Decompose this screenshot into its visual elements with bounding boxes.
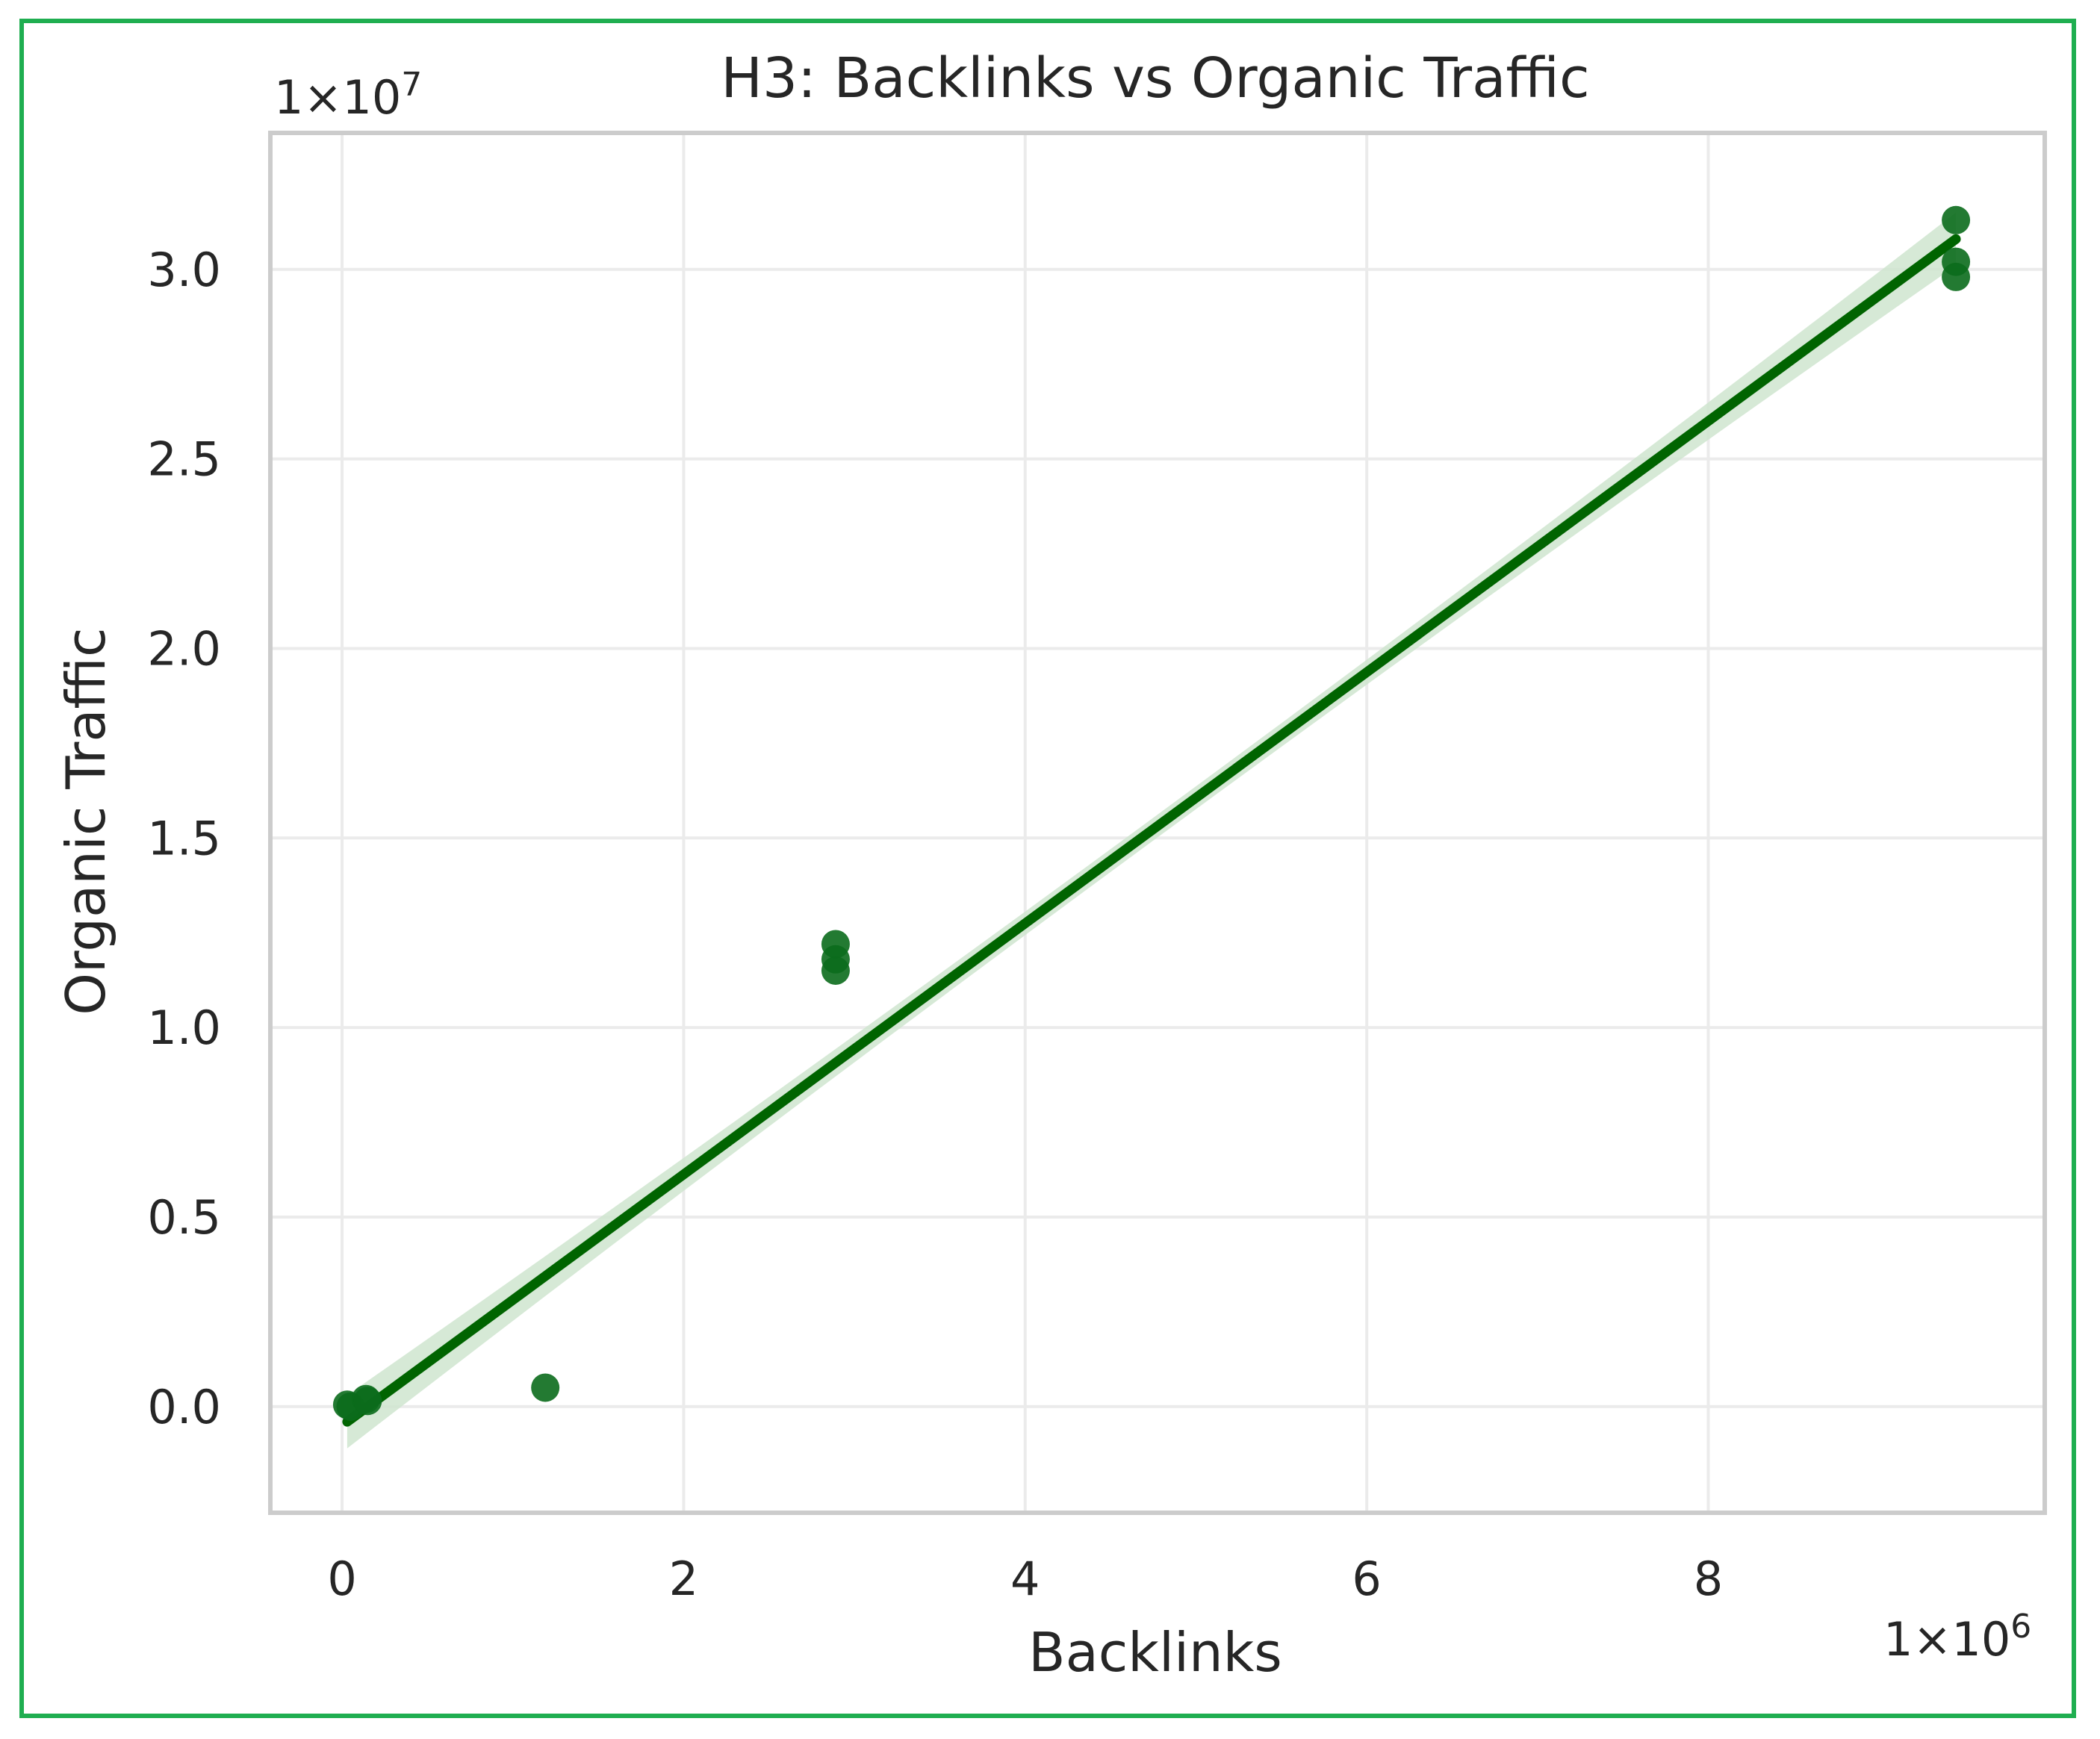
grid [270, 133, 2045, 1513]
y-tick-label: 0.0 [147, 1380, 221, 1434]
x-axis-label: Backlinks [1028, 1621, 1282, 1684]
x-axis-ticks: 0 2 4 6 8 [327, 1552, 1723, 1606]
scatter-point-10 [1942, 262, 1971, 291]
chart-title: H3: Backlinks vs Organic Traffic [721, 46, 1589, 111]
y-tick-label: 2.5 [147, 432, 221, 487]
x-tick-label: 4 [1010, 1552, 1040, 1606]
x-tick-label: 6 [1352, 1552, 1381, 1606]
y-axis-label: Organic Traffic [55, 627, 117, 1015]
data-points [332, 205, 1971, 1421]
plot-area-border [268, 131, 2047, 1515]
y-tick-label: 3.0 [147, 243, 221, 297]
x-tick-label: 8 [1694, 1552, 1723, 1606]
regression-line [342, 234, 1961, 1427]
y-tick-label: 1.0 [147, 1001, 221, 1055]
y-tick-label: 0.5 [147, 1190, 221, 1245]
scatter-point-3 [353, 1387, 382, 1416]
scatter-point-4 [531, 1373, 560, 1402]
y-axis-ticks: 0.0 0.5 1.0 1.5 2.0 2.5 3.0 [147, 243, 221, 1434]
y-tick-label: 1.5 [147, 811, 221, 865]
scatter-point-8 [1942, 205, 1971, 234]
scatter-point-7 [821, 956, 850, 985]
x-tick-label: 2 [669, 1552, 698, 1606]
y-axis-offset-label: 1×107 [274, 66, 422, 125]
y-tick-label: 2.0 [147, 621, 221, 676]
x-axis-offset-label: 1×106 [1883, 1608, 2031, 1667]
x-tick-label: 0 [327, 1552, 356, 1606]
